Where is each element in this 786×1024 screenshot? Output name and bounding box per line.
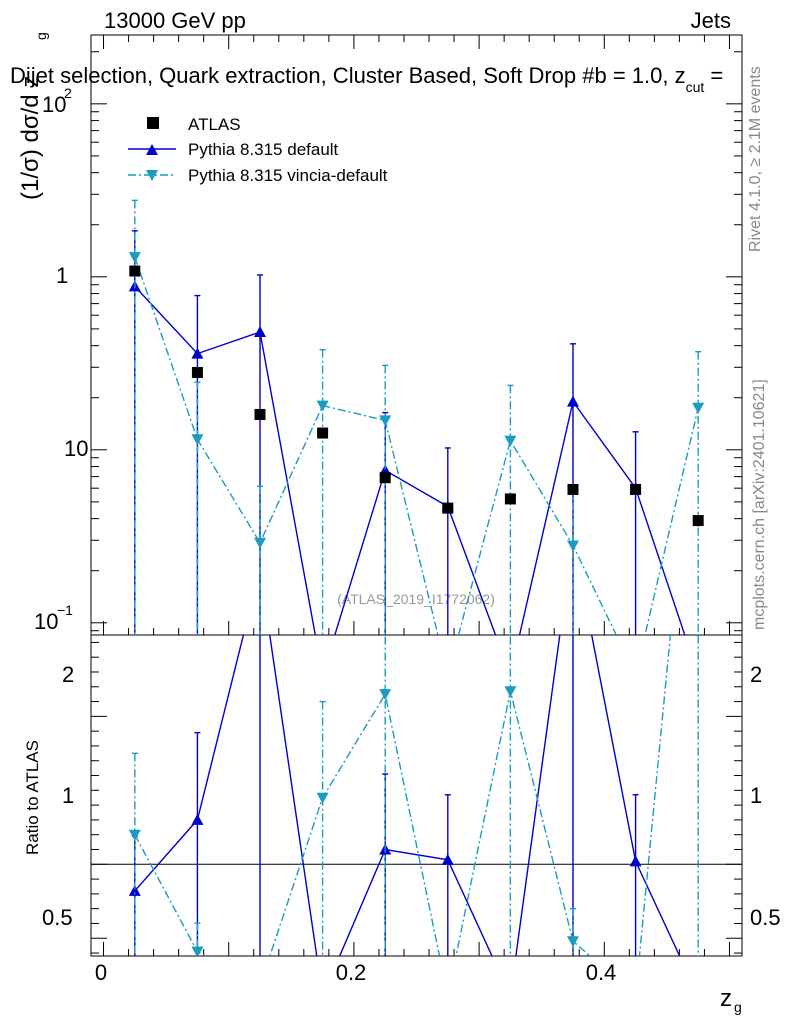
main-atlas-point: [129, 265, 141, 277]
ratio-y-tick-labels: 2 1 0.5 2 1 0.5: [42, 662, 781, 930]
main-panel-data: [128, 199, 705, 681]
header-jets-label: Jets: [691, 8, 731, 33]
main-y-tick-label-100: 10: [42, 92, 66, 117]
ratio-default-point: [504, 990, 516, 1001]
ratio-vincia-point: [191, 946, 204, 956]
legend-vincia-marker: [146, 170, 158, 181]
ratio-y-tick-label-1: 1: [62, 783, 74, 808]
main-vincia-point: [504, 435, 517, 447]
main-vincia-point: [128, 252, 141, 264]
main-vincia-line: [134, 256, 699, 635]
main-y-tick-labels: 10 2 1 10 10 −1: [34, 85, 88, 634]
main-default-point: [191, 347, 204, 359]
main-atlas-point: [442, 502, 454, 514]
main-vincia-point: [191, 434, 204, 446]
ratio-vincia-point: [316, 792, 329, 804]
ratio-y-tick-label-1-right: 1: [750, 783, 762, 808]
selection-title: Dijet selection, Quark extraction, Clust…: [10, 63, 723, 95]
ratio-default-point: [692, 990, 704, 1001]
legend-atlas-marker: [147, 117, 159, 129]
main-vincia-point: [254, 537, 267, 549]
main-y-axis-label: (1/σ) dσ/d z g: [17, 32, 49, 200]
ratio-panel-data: [128, 342, 704, 1002]
main-default-point: [254, 325, 267, 337]
x-tick-labels: 0 0.2 0.4: [95, 960, 616, 985]
x-axis-label: z g: [720, 985, 742, 1015]
x-tick-label-0p2: 0.2: [336, 960, 367, 985]
ratio-vincia-point: [630, 991, 642, 1002]
x-axis-label-sub: g: [734, 999, 742, 1015]
main-atlas-point: [379, 472, 391, 484]
rivet-version-label: Rivet 4.1.0, ≥ 2.1M events: [747, 66, 764, 252]
main-vincia-point: [692, 402, 705, 414]
legend-default-marker: [146, 144, 158, 155]
ratio-default-point: [441, 853, 454, 865]
main-default-point: [566, 395, 579, 407]
legend-default-label: Pythia 8.315 default: [188, 140, 339, 159]
main-vincia-point: [630, 670, 642, 681]
legend-atlas-label: ATLAS: [188, 115, 241, 134]
ratio-vincia-point: [254, 981, 266, 992]
ratio-y-tick-label-0p5: 0.5: [42, 905, 73, 930]
analysis-watermark: (ATLAS_2019_I1772062): [337, 591, 495, 607]
main-vincia-point: [442, 670, 454, 681]
header-energy-label: 13000 GeV pp: [104, 8, 246, 33]
ratio-panel-frame: [90, 634, 743, 957]
ratio-default-point: [191, 813, 204, 825]
main-y-tick-exp-100: 2: [64, 85, 72, 101]
main-atlas-point: [254, 408, 266, 420]
main-y-axis-label-sub: g: [33, 32, 49, 40]
main-atlas-point: [504, 493, 516, 505]
ratio-vincia-point: [442, 991, 454, 1002]
main-default-line: [134, 285, 686, 635]
axis-ticks: [91, 35, 742, 956]
ratio-default-line: [134, 635, 681, 956]
main-atlas-point: [191, 366, 203, 378]
main-y-tick-exp-0p1: −1: [57, 602, 73, 618]
x-axis-label-main: z: [720, 985, 732, 1012]
legend: ATLAS Pythia 8.315 default Pythia 8.315 …: [128, 115, 388, 185]
main-y-tick-label-1: 10: [64, 436, 88, 461]
main-atlas-point: [630, 483, 642, 495]
mcplots-label: mcplots.cern.ch [arXiv:2401.10621]: [751, 379, 768, 630]
main-y-tick-label-0p1: 10: [34, 609, 58, 634]
main-vincia-point: [316, 400, 329, 412]
ratio-vincia-point: [504, 686, 517, 698]
main-vincia-point: [566, 540, 579, 552]
ratio-y-tick-label-0p5-right: 0.5: [750, 905, 781, 930]
x-tick-label-0: 0: [95, 960, 107, 985]
ratio-y-axis-label: Ratio to ATLAS: [23, 740, 42, 855]
ratio-vincia-point: [566, 936, 579, 948]
x-tick-label-0p4: 0.4: [586, 960, 617, 985]
main-atlas-point: [692, 515, 704, 527]
main-vincia-point: [379, 415, 392, 427]
ratio-default-point: [317, 990, 329, 1001]
ratio-vincia-point: [379, 689, 392, 701]
ratio-vincia-line: [134, 635, 672, 956]
ratio-default-point: [629, 855, 642, 867]
legend-vincia-label: Pythia 8.315 vincia-default: [188, 166, 388, 185]
ratio-y-tick-label-2-right: 2: [750, 662, 762, 687]
main-y-axis-label-main: (1/σ) dσ/d z: [17, 76, 44, 200]
ratio-default-point: [128, 884, 141, 896]
ratio-vincia-point: [128, 829, 141, 841]
main-atlas-point: [567, 483, 579, 495]
main-y-tick-label-10: 1: [56, 263, 68, 288]
main-atlas-point: [317, 427, 329, 439]
main-default-point: [317, 669, 329, 680]
ratio-y-tick-label-2: 2: [62, 662, 74, 687]
ratio-vincia-point: [692, 342, 704, 353]
